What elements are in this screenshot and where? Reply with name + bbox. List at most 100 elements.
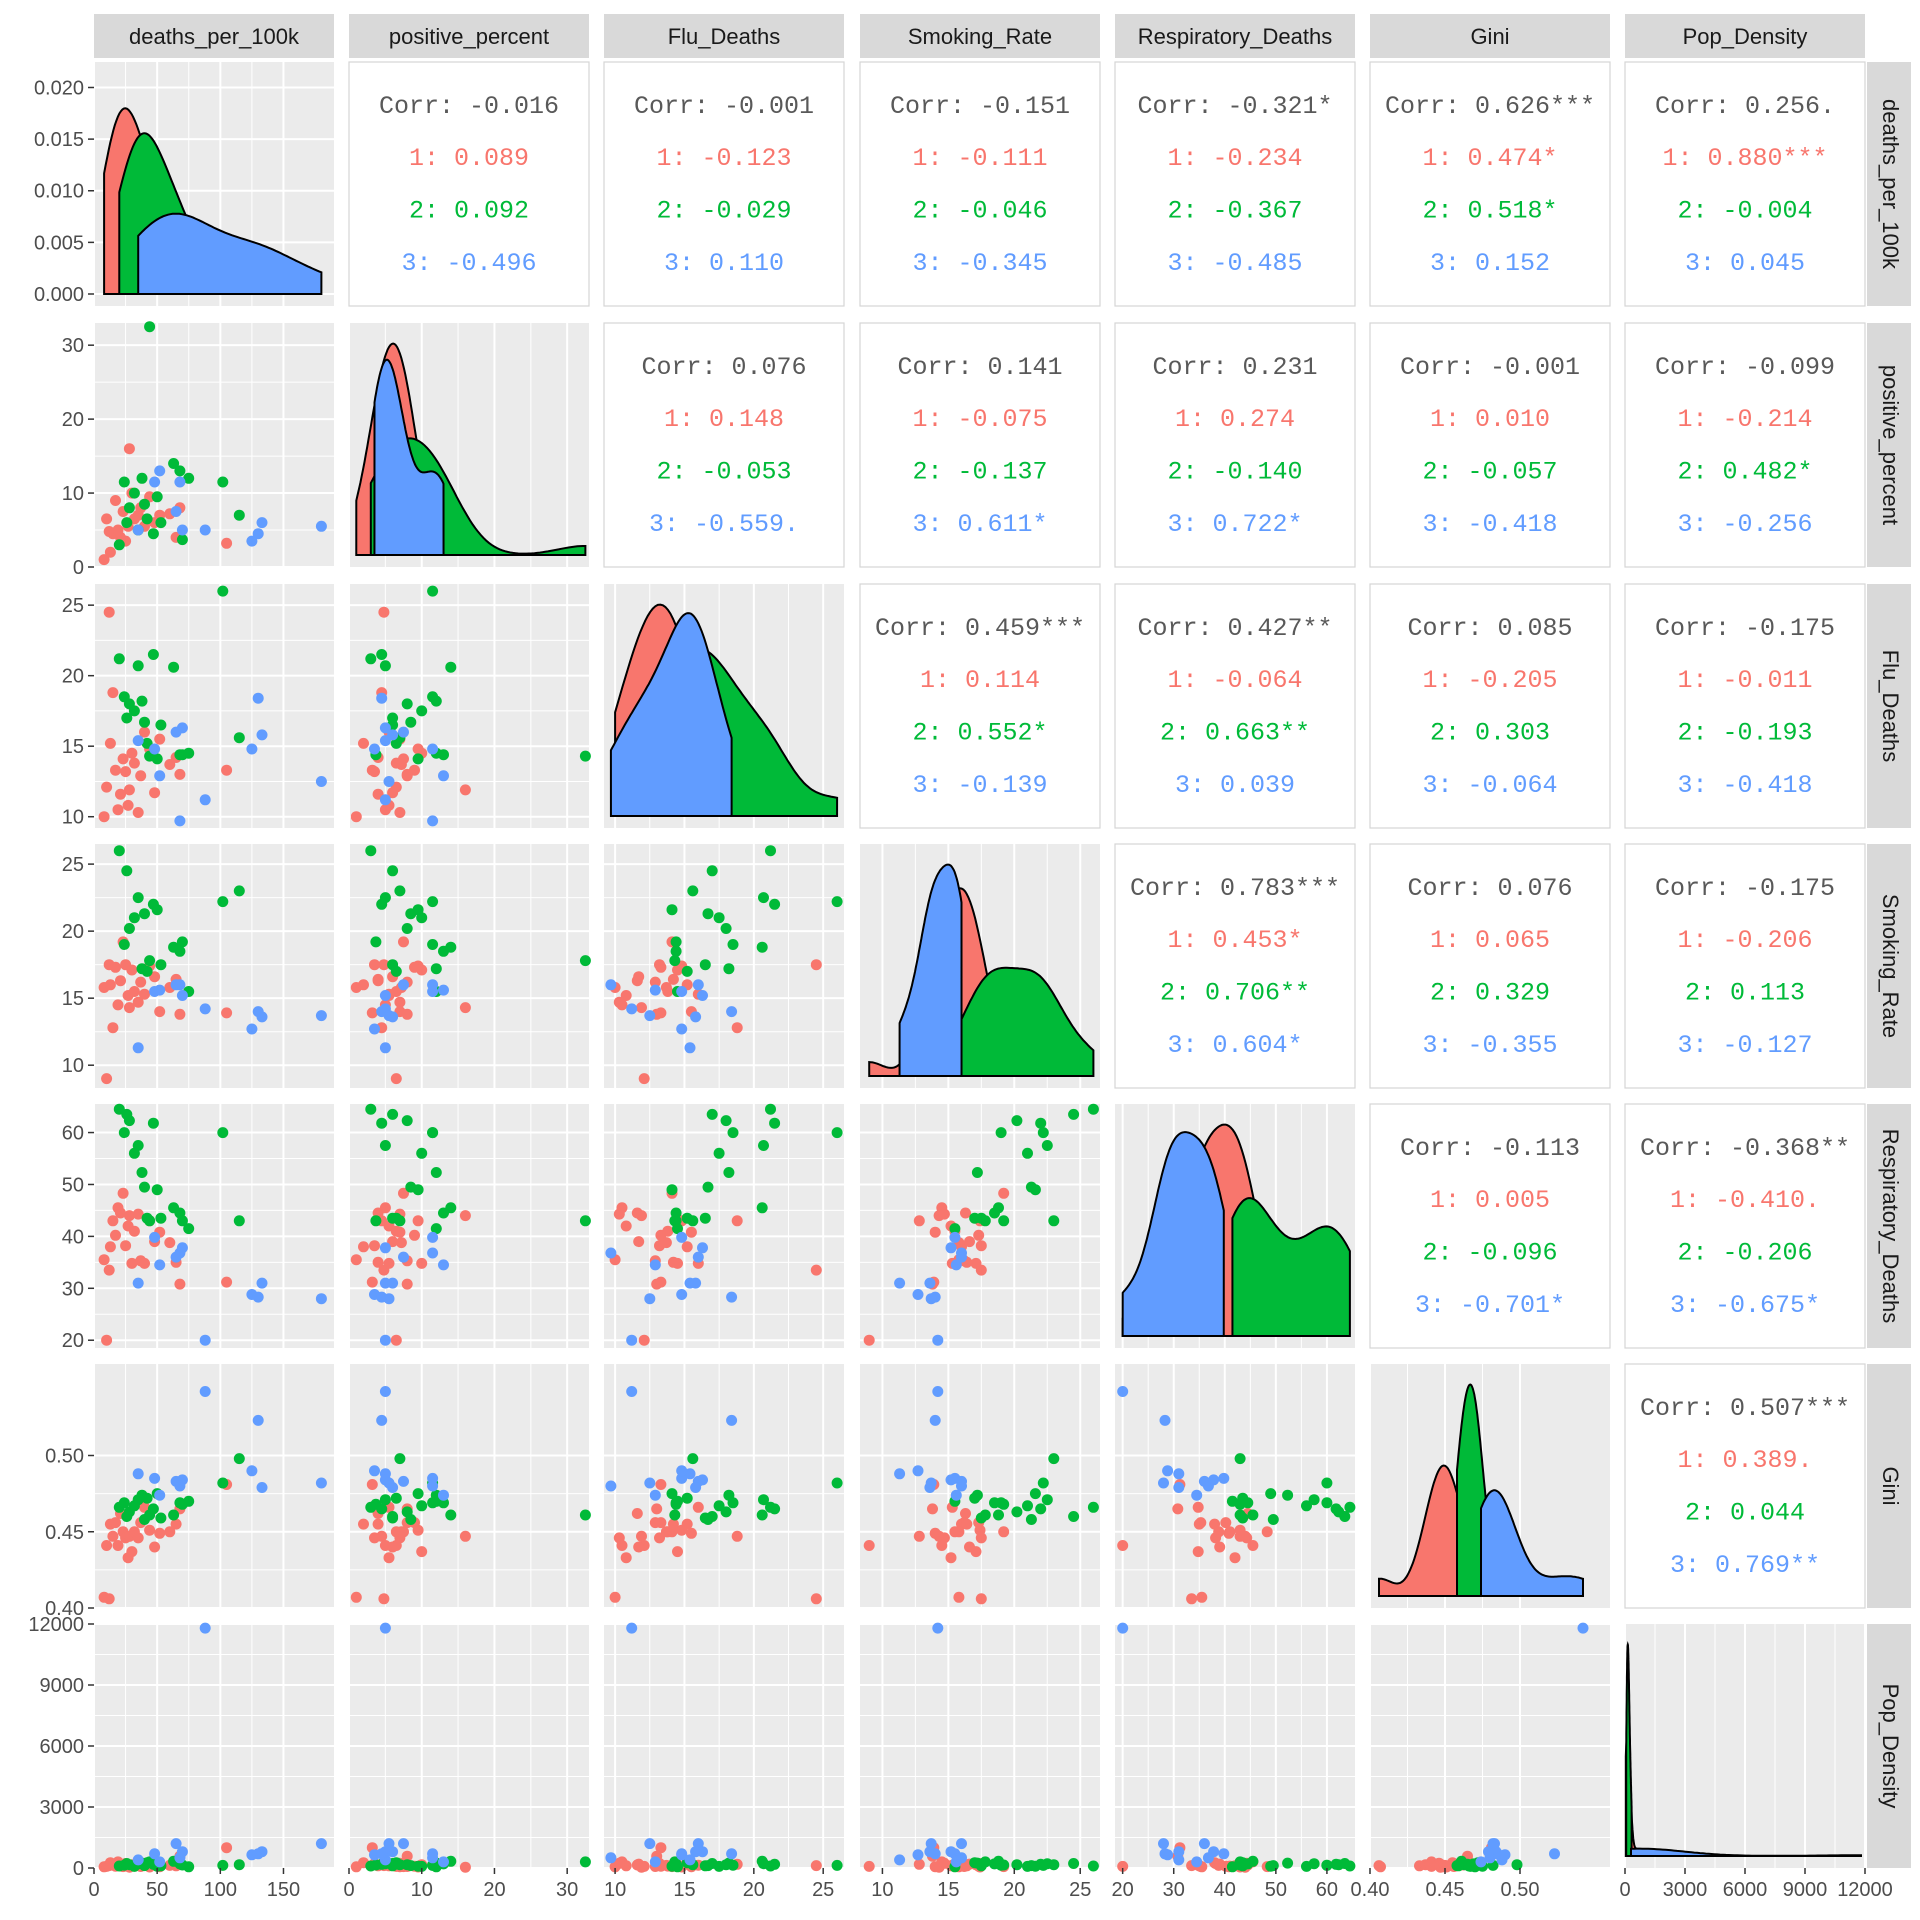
point-group-3 (692, 1251, 704, 1263)
point-group-3 (369, 743, 380, 755)
y-tick-label: 6000 (40, 1736, 85, 1758)
point-group-2 (1011, 1859, 1023, 1871)
point-group-3 (1173, 1846, 1185, 1858)
point-group-1 (620, 990, 632, 1001)
point-group-1 (667, 1256, 679, 1268)
x-tick-label: 20 (743, 1879, 765, 1901)
point-group-3 (376, 1848, 388, 1860)
point-group-1 (394, 996, 406, 1008)
point-group-1 (110, 495, 121, 506)
point-group-3 (176, 524, 188, 536)
point-group-1 (358, 979, 369, 991)
point-group-3 (1218, 1848, 1230, 1860)
strip-top-Respiratory_Deaths (1115, 14, 1355, 58)
point-group-1 (383, 1552, 395, 1564)
corr-overall: Corr: -0.001 (634, 92, 814, 121)
point-group-2 (1282, 1489, 1294, 1501)
point-group-1 (104, 979, 116, 991)
x-tick-label: 20 (1112, 1879, 1134, 1901)
point-group-2 (1330, 1503, 1342, 1515)
point-group-1 (103, 1593, 115, 1605)
point-group-1 (651, 1503, 663, 1515)
point-group-1 (662, 1225, 674, 1237)
point-group-2 (183, 1223, 195, 1235)
point-group-1 (112, 1540, 124, 1551)
point-group-3 (376, 692, 388, 704)
point-group-2 (1029, 1860, 1041, 1872)
corr-overall: Corr: -0.175 (1655, 874, 1835, 903)
point-group-3 (924, 1846, 936, 1858)
point-group-1 (372, 1518, 384, 1530)
point-group-3 (684, 1854, 696, 1866)
point-group-2 (412, 1860, 424, 1872)
point-group-1 (685, 1226, 697, 1238)
point-group-2 (975, 1512, 987, 1524)
point-group-2 (387, 865, 399, 877)
point-group-3 (726, 1006, 738, 1018)
corr-overall: Corr: 0.507*** (1640, 1394, 1850, 1423)
point-group-2 (579, 1856, 591, 1868)
point-group-1 (974, 1524, 986, 1536)
point-group-2 (723, 1857, 735, 1869)
point-group-1 (633, 1236, 645, 1248)
point-group-3 (369, 1465, 380, 1477)
corr-group-2: 2: 0.706** (1160, 979, 1310, 1008)
point-group-3 (626, 1334, 638, 1346)
point-group-2 (132, 660, 144, 672)
point-group-1 (961, 1518, 973, 1530)
corr-overall: Corr: -0.321* (1137, 92, 1332, 121)
point-group-3 (644, 1293, 656, 1305)
point-group-3 (1499, 1849, 1511, 1861)
x-tick-label: 6000 (1723, 1879, 1768, 1901)
point-group-1 (350, 1591, 362, 1603)
point-group-2 (155, 1512, 167, 1524)
point-group-3 (387, 729, 399, 741)
point-group-3 (644, 1477, 656, 1489)
point-group-1 (459, 1861, 471, 1873)
point-group-2 (706, 865, 718, 877)
point-group-3 (626, 1386, 638, 1397)
point-group-1 (631, 1508, 643, 1519)
point-group-1 (638, 1334, 650, 1346)
point-group-3 (956, 1852, 967, 1864)
corr-group-3: 3: -0.139 (912, 771, 1047, 800)
point-group-3 (132, 1042, 144, 1054)
point-group-3 (684, 1042, 696, 1054)
point-group-3 (605, 979, 617, 991)
point-group-1 (810, 1593, 822, 1605)
point-group-1 (358, 737, 369, 749)
x-tick-label: 60 (1316, 1879, 1338, 1901)
point-group-3 (956, 1838, 967, 1850)
point-group-1 (863, 1334, 875, 1346)
y-tick-label: 30 (62, 1278, 84, 1300)
corr-panel (859, 583, 1101, 829)
point-group-2 (141, 737, 153, 749)
point-group-1 (412, 1524, 424, 1536)
point-group-1 (120, 1240, 132, 1252)
point-group-1 (681, 1241, 693, 1253)
point-group-1 (110, 1229, 121, 1241)
point-group-3 (199, 524, 211, 536)
point-group-2 (430, 963, 442, 975)
corr-group-1: 1: -0.205 (1422, 666, 1557, 695)
corr-overall: Corr: -0.151 (890, 92, 1070, 121)
point-group-1 (398, 936, 409, 948)
strip-top-label: Pop_Density (1683, 24, 1808, 49)
point-group-3 (932, 1334, 944, 1346)
point-group-1 (103, 606, 115, 618)
point-group-2 (144, 1215, 156, 1227)
point-group-1 (98, 554, 110, 566)
point-group-3 (379, 1334, 391, 1346)
point-group-3 (256, 517, 268, 529)
x-tick-label: 10 (411, 1879, 433, 1901)
y-tick-label: 10 (62, 483, 84, 505)
point-group-3 (427, 979, 439, 991)
point-group-1 (366, 1276, 378, 1288)
strip-top-positive_percent (349, 14, 589, 58)
point-group-3 (149, 476, 161, 488)
point-group-1 (103, 1264, 115, 1276)
point-group-2 (405, 716, 417, 728)
corr-panel (1114, 322, 1356, 568)
point-group-2 (174, 945, 186, 957)
point-group-2 (412, 1488, 424, 1500)
